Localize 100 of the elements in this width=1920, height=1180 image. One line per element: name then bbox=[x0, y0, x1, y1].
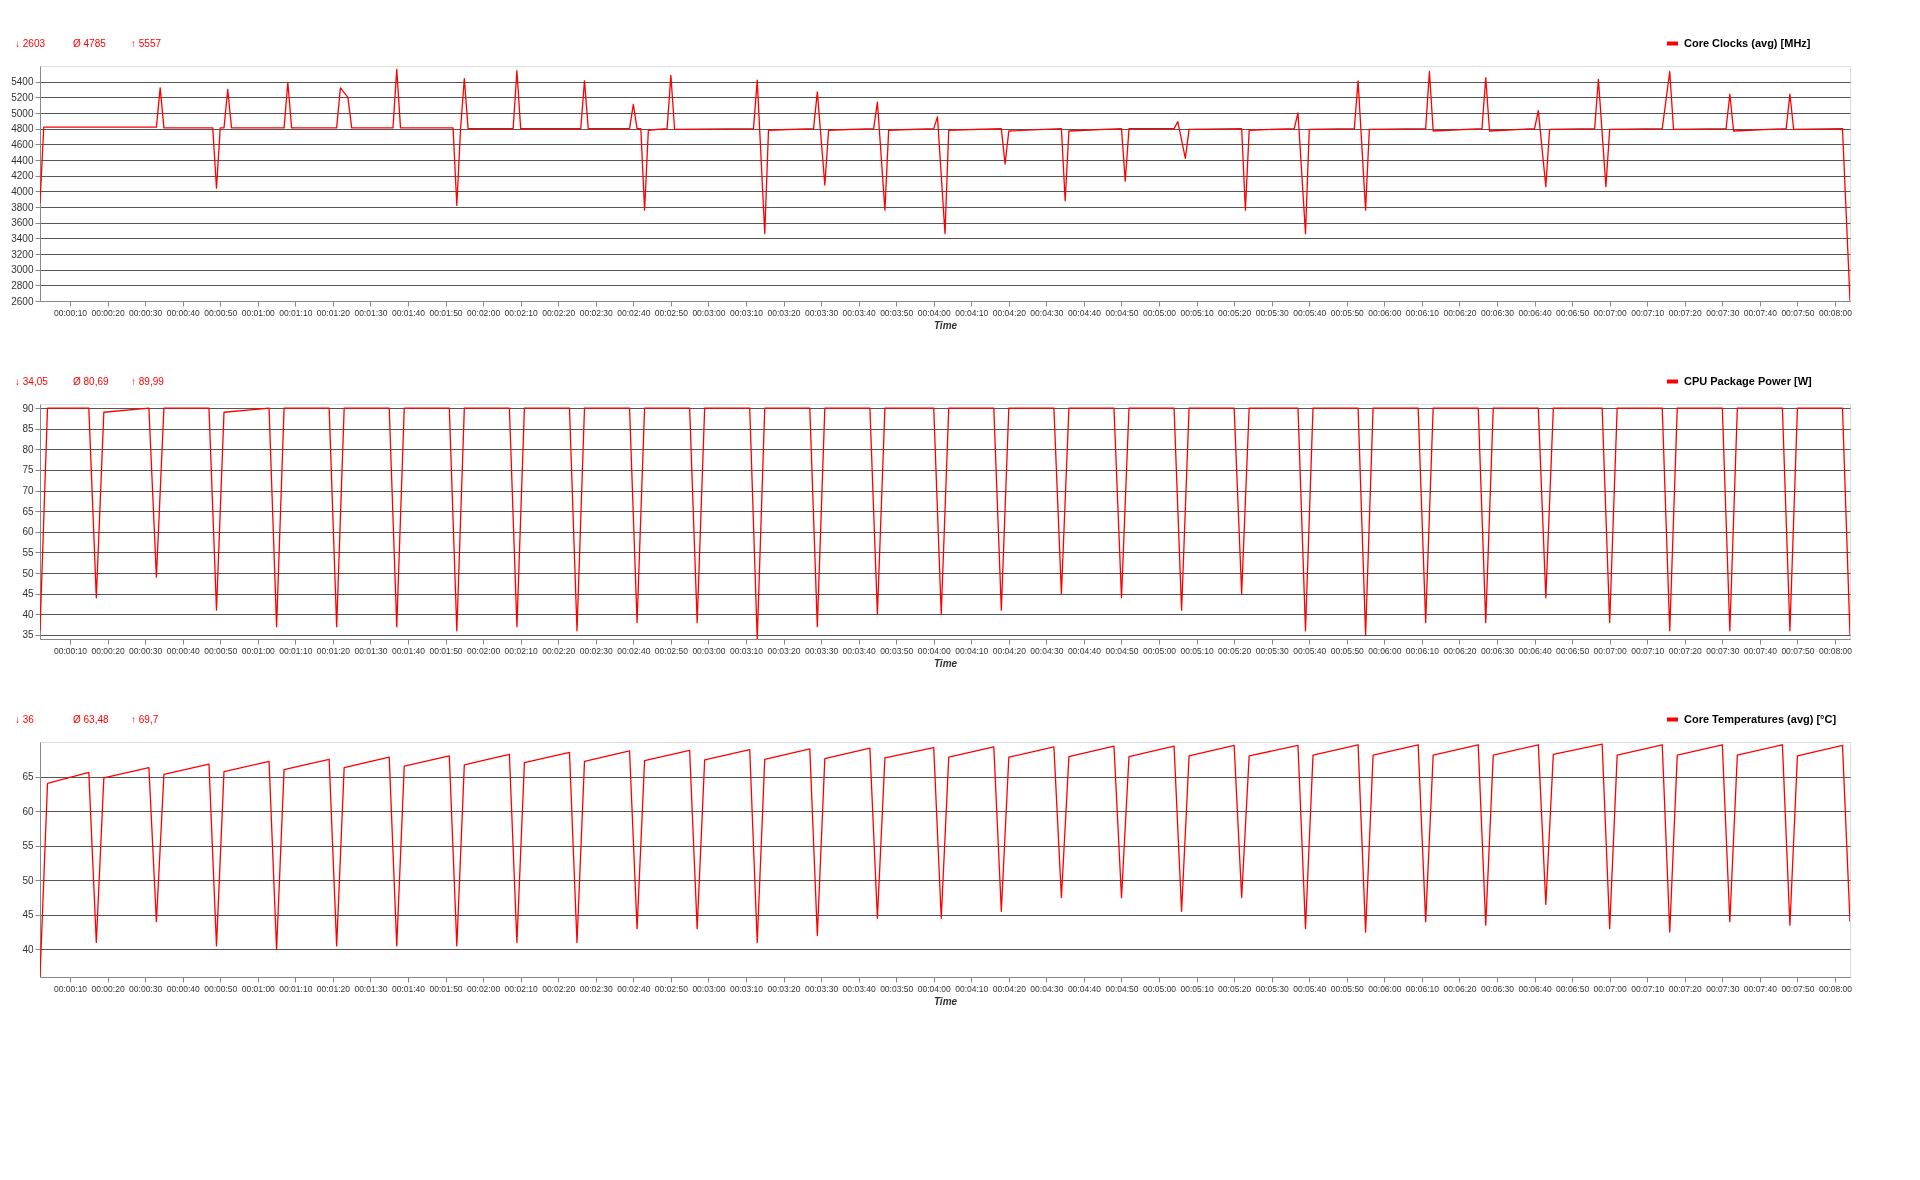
y-tick-label: 3600 bbox=[11, 217, 34, 229]
x-tick-label: 00:04:10 bbox=[955, 307, 989, 318]
x-tick-label: 00:01:40 bbox=[391, 645, 426, 656]
x-tick-label: 00:06:30 bbox=[1480, 645, 1515, 656]
x-tick-label: 00:01:20 bbox=[316, 645, 351, 656]
x-tick-label: 00:06:20 bbox=[1443, 645, 1477, 656]
x-tick-label: 00:02:50 bbox=[654, 307, 689, 318]
x-tick-label: 00:01:50 bbox=[429, 307, 463, 318]
x-tick-label: 00:05:50 bbox=[1330, 307, 1365, 318]
y-tick-label: 50 bbox=[22, 874, 34, 886]
x-tick-label: 00:01:30 bbox=[354, 983, 388, 994]
x-tick-label: 00:04:20 bbox=[992, 307, 1027, 318]
x-tick-label: 00:04:40 bbox=[1067, 983, 1102, 994]
y-tick-label: 3400 bbox=[11, 232, 34, 244]
x-tick-label: 00:00:50 bbox=[204, 307, 238, 318]
x-tick-label: 00:06:20 bbox=[1443, 983, 1477, 994]
y-tick-label: 50 bbox=[22, 567, 34, 579]
x-tick-label: 00:07:00 bbox=[1593, 645, 1627, 656]
x-tick-label: 00:05:00 bbox=[1143, 983, 1177, 994]
x-tick-label: 00:06:10 bbox=[1405, 983, 1440, 994]
x-tick-label: 00:05:20 bbox=[1218, 983, 1252, 994]
x-tick-label: 00:04:50 bbox=[1105, 983, 1139, 994]
x-tick-label: 00:00:20 bbox=[91, 645, 125, 656]
legend-label: Core Clocks (avg) [MHz] bbox=[1684, 36, 1811, 49]
x-tick-label: 00:05:10 bbox=[1180, 645, 1214, 656]
x-tick-label: 00:04:00 bbox=[917, 645, 952, 656]
y-tick-label: 80 bbox=[22, 443, 34, 455]
x-tick-label: 00:08:00 bbox=[1818, 645, 1853, 656]
x-tick-label: 00:07:30 bbox=[1706, 983, 1740, 994]
x-tick-label: 00:02:00 bbox=[467, 307, 501, 318]
text: Ø 63,48 bbox=[73, 714, 110, 725]
x-tick-label: 00:04:20 bbox=[992, 983, 1027, 994]
x-tick-label: 00:01:30 bbox=[354, 645, 388, 656]
x-tick-label: 00:03:40 bbox=[842, 645, 876, 656]
x-tick-label: 00:02:40 bbox=[617, 645, 651, 656]
y-tick-label: 85 bbox=[22, 423, 34, 435]
x-tick-label: 00:07:00 bbox=[1593, 307, 1627, 318]
text: Ø 4785 bbox=[73, 38, 107, 49]
y-tick-label: 75 bbox=[22, 464, 34, 476]
text: Ø 80,69 bbox=[73, 376, 110, 387]
x-tick-label: 00:04:00 bbox=[917, 307, 952, 318]
text: ↑ 89,99 bbox=[131, 376, 165, 387]
x-tick-label: 00:01:10 bbox=[279, 307, 313, 318]
y-tick-label: 55 bbox=[22, 840, 34, 852]
x-tick-label: 00:06:30 bbox=[1480, 983, 1515, 994]
x-tick-label: 00:06:10 bbox=[1405, 645, 1440, 656]
x-tick-label: 00:02:10 bbox=[504, 645, 538, 656]
x-tick-label: 00:06:20 bbox=[1443, 307, 1477, 318]
x-tick-label: 00:02:30 bbox=[579, 307, 614, 318]
y-tick-label: 4000 bbox=[11, 185, 34, 197]
text: ↑ 69,7 bbox=[131, 714, 159, 725]
x-tick-label: 00:05:40 bbox=[1293, 983, 1327, 994]
x-tick-label: 00:07:40 bbox=[1743, 983, 1778, 994]
x-tick-label: 00:04:40 bbox=[1067, 307, 1102, 318]
x-tick-label: 00:01:10 bbox=[279, 645, 313, 656]
x-tick-label: 00:00:30 bbox=[129, 983, 163, 994]
x-tick-label: 00:05:50 bbox=[1330, 983, 1365, 994]
y-tick-label: 55 bbox=[22, 546, 34, 558]
y-tick-label: 3800 bbox=[11, 201, 34, 213]
text: ↓ 34,05 bbox=[15, 376, 49, 387]
x-tick-label: 00:04:30 bbox=[1030, 645, 1064, 656]
x-tick-label: 00:00:40 bbox=[166, 983, 201, 994]
x-tick-label: 00:03:00 bbox=[692, 645, 726, 656]
x-tick-label: 00:06:50 bbox=[1556, 645, 1590, 656]
x-tick-label: 00:05:00 bbox=[1143, 645, 1177, 656]
x-tick-label: 00:07:40 bbox=[1743, 307, 1778, 318]
y-tick-label: 40 bbox=[22, 943, 34, 955]
x-tick-label: 00:06:10 bbox=[1405, 307, 1440, 318]
x-tick-label: 00:05:20 bbox=[1218, 307, 1252, 318]
x-tick-label: 00:07:10 bbox=[1631, 645, 1665, 656]
x-tick-label: 00:01:50 bbox=[429, 983, 463, 994]
x-tick-label: 00:03:40 bbox=[842, 307, 876, 318]
x-tick-label: 00:07:50 bbox=[1781, 307, 1815, 318]
x-tick-label: 00:02:00 bbox=[467, 645, 501, 656]
x-tick-label: 00:01:30 bbox=[354, 307, 388, 318]
y-tick-label: 4400 bbox=[11, 154, 34, 166]
x-tick-label: 00:01:20 bbox=[316, 983, 351, 994]
y-tick-label: 90 bbox=[22, 402, 34, 414]
x-tick-label: 00:01:20 bbox=[316, 307, 351, 318]
x-tick-label: 00:05:50 bbox=[1330, 645, 1365, 656]
x-tick-label: 00:03:50 bbox=[880, 645, 914, 656]
x-tick-label: 00:01:00 bbox=[241, 645, 276, 656]
x-tick-label: 00:07:10 bbox=[1631, 307, 1665, 318]
x-tick-label: 00:02:10 bbox=[504, 307, 538, 318]
x-tick-label: 00:01:00 bbox=[241, 983, 276, 994]
legend-label: Core Temperatures (avg) [°C] bbox=[1684, 712, 1837, 725]
x-tick-label: 00:08:00 bbox=[1818, 983, 1853, 994]
y-tick-label: 40 bbox=[22, 608, 34, 620]
x-tick-label: 00:06:40 bbox=[1518, 983, 1552, 994]
x-tick-label: 00:05:40 bbox=[1293, 645, 1327, 656]
x-tick-label: 00:03:20 bbox=[767, 307, 801, 318]
x-tick-label: 00:04:20 bbox=[992, 645, 1027, 656]
x-tick-label: 00:07:30 bbox=[1706, 645, 1740, 656]
text: ↑ 5557 bbox=[131, 38, 162, 49]
x-tick-label: 00:02:20 bbox=[542, 645, 576, 656]
y-tick-label: 35 bbox=[22, 629, 34, 641]
x-tick-label: 00:00:30 bbox=[129, 645, 163, 656]
line-series bbox=[40, 743, 1850, 977]
x-tick-label: 00:07:50 bbox=[1781, 983, 1815, 994]
y-tick-label: 65 bbox=[22, 505, 34, 517]
